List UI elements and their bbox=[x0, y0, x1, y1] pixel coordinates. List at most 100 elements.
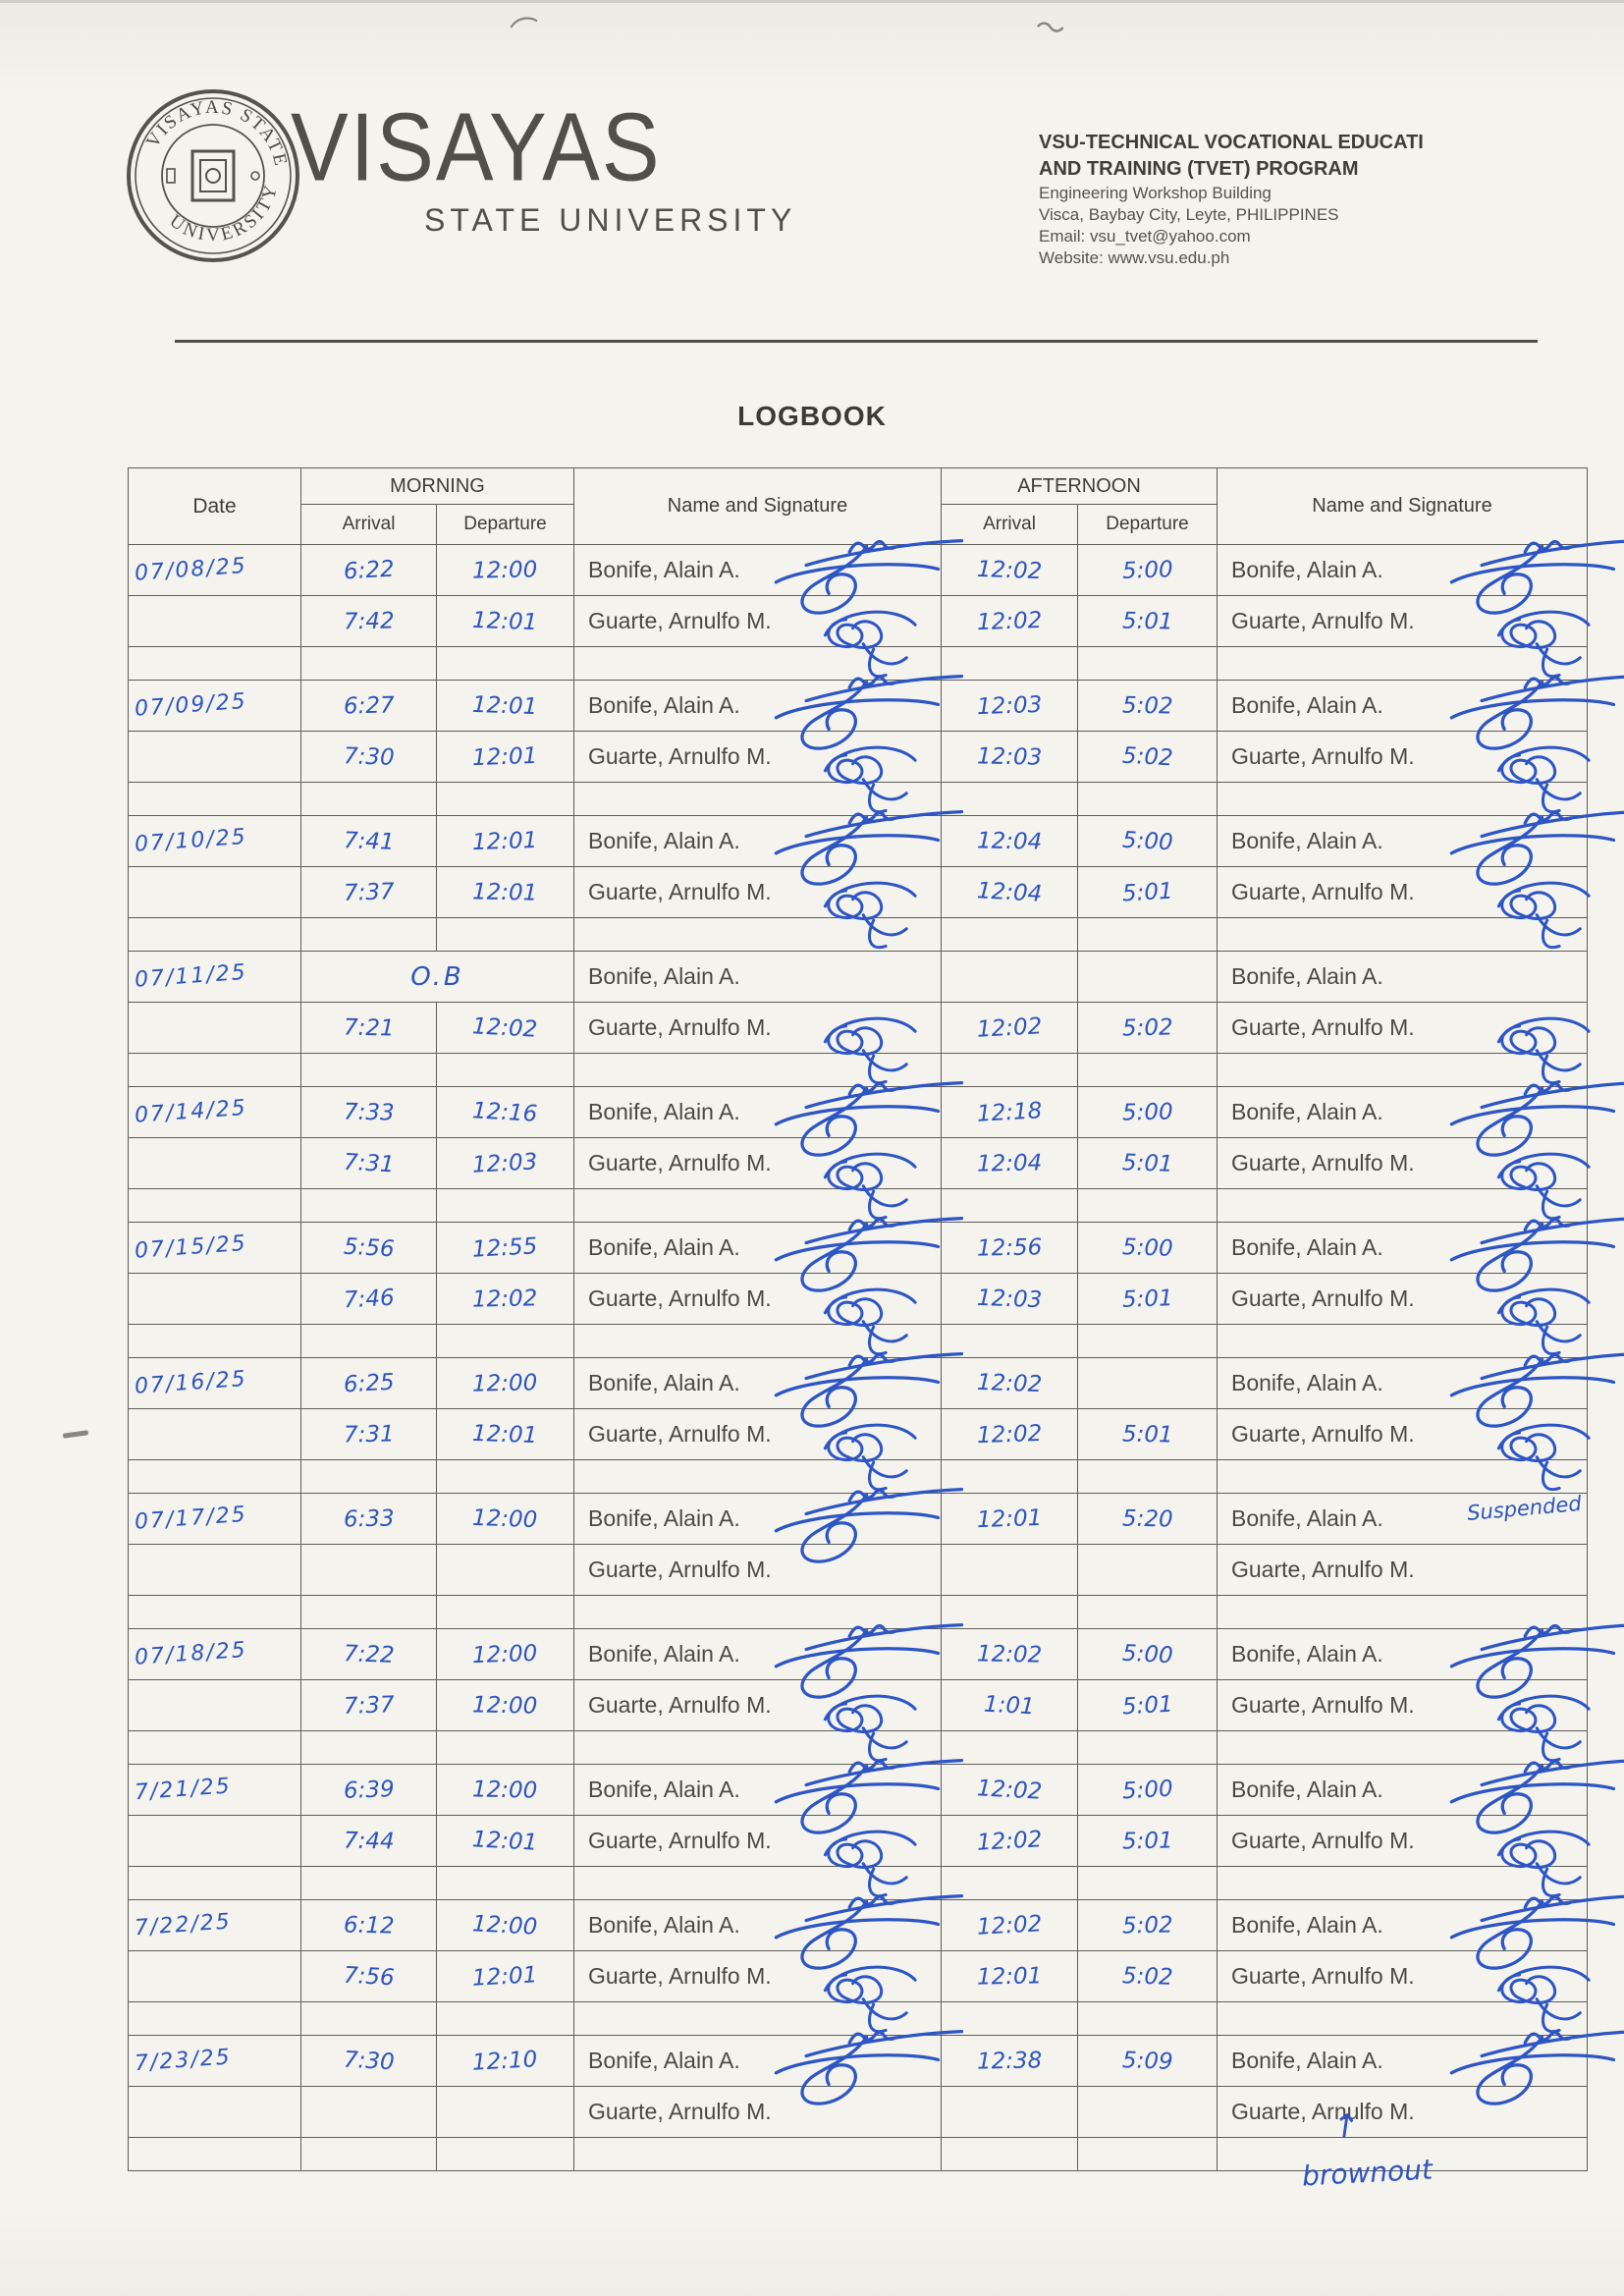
morning-arrival-cell: 7:56 bbox=[300, 1950, 437, 2002]
name-signature-cell-morning: Bonife, Alain A. bbox=[573, 1765, 942, 1816]
morning-arrival-cell: 7:31 bbox=[300, 1137, 437, 1189]
logbook-row: 7:37 12:00 Guarte, Arnulfo M. 1:01 5:01 Guart… bbox=[128, 1679, 1588, 1731]
name-signature-cell-morning: Bonife, Alain A. bbox=[573, 681, 942, 732]
date-cell: 7/21/25 bbox=[128, 1764, 301, 1816]
logbook-row: Guarte, Arnulfo M. Guarte, Arnulfo M. bbox=[128, 2086, 1588, 2138]
morning-arrival-cell: 6:39 bbox=[300, 1764, 437, 1816]
date-cell: 07/14/25 bbox=[128, 1086, 301, 1138]
name-signature-cell-afternoon: Guarte, Arnulfo M. bbox=[1217, 731, 1588, 783]
handwritten-time: 12:04 bbox=[976, 877, 1043, 907]
spacer-cell bbox=[436, 1053, 574, 1087]
spacer-row bbox=[128, 1866, 1588, 1900]
date-cell bbox=[128, 1273, 301, 1325]
date-cell bbox=[128, 1408, 301, 1460]
morning-departure-cell: 12:01 bbox=[436, 1408, 574, 1460]
afternoon-arrival-cell: 12:03 bbox=[941, 680, 1078, 732]
spacer-cell bbox=[300, 2137, 437, 2171]
spacer-cell bbox=[436, 1459, 574, 1494]
handwritten-time: 5:02 bbox=[1121, 742, 1173, 771]
logbook-row: 7:56 12:01 Guarte, Arnulfo M. 12:01 5:02 Guar… bbox=[128, 1950, 1588, 2002]
afternoon-arrival-cell: 1:01 bbox=[941, 1679, 1078, 1731]
spacer-cell bbox=[436, 1595, 574, 1629]
spacer-cell bbox=[941, 1324, 1078, 1358]
date-cell bbox=[128, 866, 301, 918]
handwritten-time: 5:00 bbox=[1121, 827, 1173, 855]
logbook-row: 07/18/25 7:22 12:00 Bonife, Alain A. 12:02 5:… bbox=[128, 1628, 1588, 1680]
name-signature-cell-morning: Bonife, Alain A. bbox=[573, 2036, 942, 2087]
name-signature-cell-afternoon: Guarte, Arnulfo M. bbox=[1217, 1679, 1588, 1731]
morning-arrival-cell bbox=[300, 1544, 437, 1596]
logbook-row: 07/14/25 7:33 12:16 Bonife, Alain A. 12:18 5:… bbox=[128, 1086, 1588, 1138]
handwritten-time: 7:46 bbox=[343, 1285, 395, 1313]
name-signature-cell-morning: Bonife, Alain A. bbox=[573, 951, 942, 1003]
handwritten-time: 5:00 bbox=[1121, 1776, 1173, 1804]
name-signature-cell-afternoon: Guarte, Arnulfo M. bbox=[1217, 1950, 1588, 2002]
handwritten-time: 7:22 bbox=[343, 1640, 395, 1668]
handwritten-time: 6:25 bbox=[343, 1369, 395, 1397]
printed-name: Guarte, Arnulfo M. bbox=[588, 1421, 772, 1447]
printed-name: Bonife, Alain A. bbox=[1231, 828, 1383, 853]
afternoon-departure-cell: 5:01 bbox=[1077, 595, 1218, 647]
spacer-cell bbox=[1217, 917, 1588, 952]
date-cell bbox=[128, 1950, 301, 2002]
handwritten-time: 07/10/25 bbox=[134, 824, 248, 857]
handwritten-time: 12:02 bbox=[976, 1369, 1043, 1397]
printed-name: Guarte, Arnulfo M. bbox=[588, 2099, 772, 2124]
printed-name: Bonife, Alain A. bbox=[588, 692, 740, 718]
handwritten-time: 12:01 bbox=[472, 878, 538, 906]
printed-name: Bonife, Alain A. bbox=[588, 963, 740, 989]
wordmark-state-university: STATE UNIVERSITY bbox=[424, 202, 797, 238]
name-signature-cell-morning: Guarte, Arnulfo M. bbox=[573, 595, 942, 647]
spacer-cell bbox=[1217, 1866, 1588, 1900]
name-signature-cell-morning: Bonife, Alain A. bbox=[573, 1494, 942, 1545]
name-signature-cell-morning: Guarte, Arnulfo M. bbox=[573, 1408, 942, 1460]
handwritten-time: 7/23/25 bbox=[134, 2045, 233, 2077]
program-title-line2: AND TRAINING (TVET) PROGRAM bbox=[1039, 158, 1359, 180]
afternoon-arrival-cell: 12:56 bbox=[941, 1222, 1078, 1274]
spacer-cell bbox=[941, 2001, 1078, 2036]
handwritten-time: 5:01 bbox=[1121, 608, 1173, 634]
afternoon-arrival-cell: 12:03 bbox=[941, 1273, 1078, 1325]
spacer-cell bbox=[1217, 2001, 1588, 2036]
spacer-cell bbox=[941, 2137, 1078, 2171]
spacer-cell bbox=[573, 1866, 942, 1900]
handwritten-time: 12:01 bbox=[471, 742, 539, 771]
afternoon-arrival-cell: 12:02 bbox=[941, 1628, 1078, 1680]
logbook-row: 7:42 12:01 Guarte, Arnulfo M. 12:02 5:01 Guar… bbox=[128, 595, 1588, 647]
spacer-cell bbox=[128, 646, 301, 681]
name-signature-cell-afternoon: Bonife, Alain A. bbox=[1217, 1765, 1588, 1816]
handwritten-time: 7:44 bbox=[343, 1828, 395, 1854]
printed-name: Guarte, Arnulfo M. bbox=[1231, 1828, 1415, 1853]
spacer-cell bbox=[436, 1730, 574, 1765]
handwritten-time: 07/08/25 bbox=[134, 553, 248, 586]
spacer-row bbox=[128, 917, 1588, 952]
spacer-cell bbox=[300, 782, 437, 816]
handwritten-time: 5:01 bbox=[1121, 1285, 1173, 1313]
afternoon-arrival-cell: 12:02 bbox=[941, 544, 1078, 596]
handwritten-time: 12:55 bbox=[471, 1232, 539, 1263]
logbook-row: 7:30 12:01 Guarte, Arnulfo M. 12:03 5:02 Guar… bbox=[128, 731, 1588, 783]
name-signature-cell-afternoon: Bonife, Alain A. bbox=[1217, 1087, 1588, 1138]
spacer-row bbox=[128, 1188, 1588, 1223]
name-signature-cell-afternoon: Bonife, Alain A. bbox=[1217, 545, 1588, 596]
afternoon-departure-cell: 5:01 bbox=[1077, 1137, 1218, 1189]
printed-name: Guarte, Arnulfo M. bbox=[1231, 1421, 1415, 1447]
spacer-row bbox=[128, 1595, 1588, 1629]
spacer-cell bbox=[573, 646, 942, 681]
spacer-cell bbox=[300, 1053, 437, 1087]
handwritten-time: 12:01 bbox=[471, 691, 539, 720]
afternoon-departure-cell bbox=[1077, 1544, 1218, 1596]
morning-departure-cell: 12:01 bbox=[436, 1815, 574, 1867]
date-cell: 07/15/25 bbox=[128, 1222, 301, 1274]
printed-name: Guarte, Arnulfo M. bbox=[588, 1692, 772, 1718]
spacer-cell bbox=[573, 1053, 942, 1087]
afternoon-arrival-cell: 12:01 bbox=[941, 1493, 1078, 1545]
afternoon-departure-cell: 5:00 bbox=[1077, 1086, 1218, 1138]
date-cell: 07/16/25 bbox=[128, 1357, 301, 1409]
spacer-cell bbox=[1077, 646, 1218, 681]
morning-ob-cell: O.B bbox=[300, 951, 574, 1003]
handwritten-time: 12:01 bbox=[976, 1504, 1043, 1533]
logbook-table: Date MORNING Name and Signature AFTERNOO… bbox=[128, 467, 1588, 2171]
spacer-cell bbox=[300, 917, 437, 952]
afternoon-departure-cell: 5:00 bbox=[1077, 1628, 1218, 1680]
